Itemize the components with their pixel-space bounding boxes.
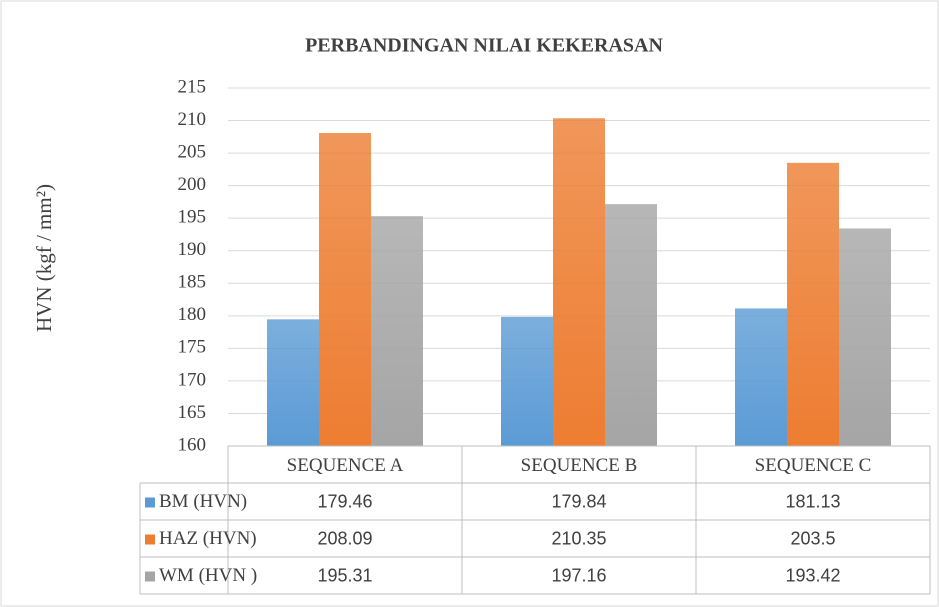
y-tick-label: 205 xyxy=(178,141,207,162)
y-tick-label: 180 xyxy=(178,304,207,325)
bar xyxy=(501,316,553,446)
y-tick-label: 210 xyxy=(178,109,207,130)
y-axis-label: HVN (kgf / mm²) xyxy=(32,184,56,332)
y-tick-label: 170 xyxy=(178,369,207,390)
table-value: 197.16 xyxy=(551,565,606,585)
bar xyxy=(735,308,787,446)
bar xyxy=(371,216,423,446)
bar xyxy=(605,204,657,446)
table-value: 208.09 xyxy=(317,528,372,548)
y-tick-label: 200 xyxy=(178,174,207,195)
y-tick-label: 190 xyxy=(178,239,207,260)
y-tick-label: 185 xyxy=(178,272,207,293)
y-tick-label: 160 xyxy=(178,434,207,455)
x-tick-label: SEQUENCE B xyxy=(521,455,638,476)
table-value: 179.84 xyxy=(551,491,606,511)
chart-title: PERBANDINGAN NILAI KEKERASAN xyxy=(305,35,663,57)
table-value: 210.35 xyxy=(551,528,606,548)
table-value: 181.13 xyxy=(785,491,840,511)
x-tick-label: SEQUENCE C xyxy=(755,455,872,476)
table-value: 179.46 xyxy=(317,491,372,511)
y-tick-label: 165 xyxy=(178,402,207,423)
bar xyxy=(319,132,371,446)
bar xyxy=(787,162,839,446)
x-tick-label: SEQUENCE A xyxy=(287,455,404,476)
y-tick-label: 215 xyxy=(178,76,207,97)
legend-label: HAZ (HVN) xyxy=(159,528,257,549)
table-value: 193.42 xyxy=(785,565,840,585)
legend-swatch xyxy=(145,571,155,582)
legend-swatch xyxy=(145,534,155,545)
y-tick-label: 175 xyxy=(178,337,207,358)
legend-label: BM (HVN) xyxy=(159,491,247,512)
table-value: 195.31 xyxy=(317,565,372,585)
bar xyxy=(839,228,891,446)
y-tick-label: 195 xyxy=(178,207,207,228)
bar xyxy=(553,118,605,446)
legend-label: WM (HVN ) xyxy=(159,565,257,586)
bar xyxy=(267,319,319,446)
legend-swatch xyxy=(145,497,155,508)
table-value: 203.5 xyxy=(790,528,835,548)
